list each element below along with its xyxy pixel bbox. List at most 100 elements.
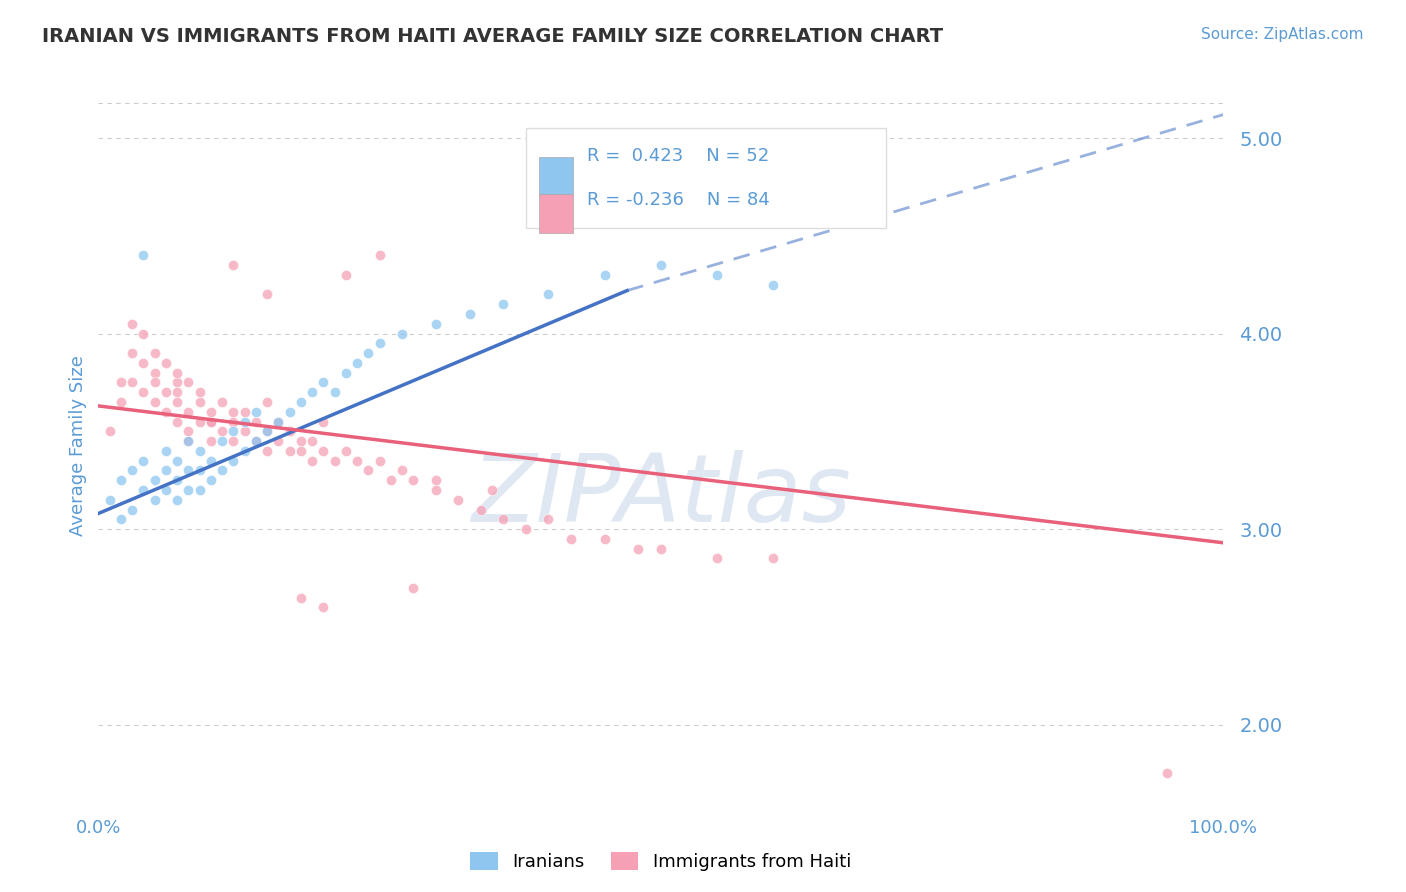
Point (481, 483, 503, 497)
Point (211, 425, 233, 439)
Point (166, 376, 188, 390)
Point (155, 385, 177, 400)
Point (211, 434, 233, 449)
Point (267, 415, 290, 429)
Point (447, 492, 470, 507)
Point (132, 326, 155, 341)
Point (312, 415, 335, 429)
Point (762, 277, 785, 292)
Point (132, 483, 155, 497)
Point (222, 415, 245, 429)
Point (211, 395, 233, 409)
Point (166, 453, 188, 467)
Point (121, 502, 143, 516)
Text: IRANIAN VS IMMIGRANTS FROM HAITI AVERAGE FAMILY SIZE CORRELATION CHART: IRANIAN VS IMMIGRANTS FROM HAITI AVERAGE… (42, 27, 943, 45)
Point (368, 336, 391, 351)
Text: R = -0.236    N = 84: R = -0.236 N = 84 (586, 192, 769, 210)
Bar (540, 157, 574, 196)
Text: R =  0.423    N = 52: R = 0.423 N = 52 (586, 147, 769, 165)
Point (155, 463, 177, 477)
Point (706, 268, 728, 282)
Point (222, 405, 245, 419)
Point (312, 443, 335, 458)
Point (143, 492, 166, 507)
Point (188, 415, 211, 429)
Point (256, 425, 278, 439)
Point (256, 425, 278, 439)
Point (155, 405, 177, 419)
Point (458, 307, 481, 321)
Point (177, 425, 200, 439)
Point (537, 287, 560, 301)
Point (155, 443, 177, 458)
Point (177, 434, 200, 449)
FancyBboxPatch shape (526, 128, 886, 228)
Point (177, 405, 200, 419)
Point (357, 463, 380, 477)
Point (245, 434, 267, 449)
Point (312, 376, 335, 390)
Point (301, 385, 323, 400)
Point (245, 415, 267, 429)
Point (323, 453, 346, 467)
Point (110, 512, 132, 526)
Point (425, 473, 447, 487)
Point (188, 483, 211, 497)
Point (593, 532, 616, 546)
Point (233, 415, 256, 429)
Point (256, 443, 278, 458)
Point (166, 473, 188, 487)
Point (391, 326, 413, 341)
Point (200, 473, 222, 487)
Point (177, 434, 200, 449)
Point (346, 356, 368, 370)
Point (211, 463, 233, 477)
Point (132, 453, 155, 467)
Point (98, 425, 121, 439)
Point (121, 376, 143, 390)
Point (335, 443, 357, 458)
Point (98, 492, 121, 507)
Point (335, 268, 357, 282)
Point (200, 405, 222, 419)
Point (245, 434, 267, 449)
Point (132, 248, 155, 262)
Point (245, 405, 267, 419)
Point (177, 376, 200, 390)
Point (537, 512, 560, 526)
Point (290, 591, 312, 605)
Point (312, 600, 335, 615)
Point (627, 541, 650, 556)
Point (492, 512, 515, 526)
Point (301, 453, 323, 467)
Point (121, 463, 143, 477)
Point (278, 405, 301, 419)
Point (155, 483, 177, 497)
Point (200, 415, 222, 429)
Point (650, 258, 672, 272)
Point (166, 385, 188, 400)
Point (121, 346, 143, 360)
Point (233, 405, 256, 419)
Point (368, 453, 391, 467)
Point (762, 551, 785, 566)
Point (143, 366, 166, 380)
Point (402, 581, 425, 595)
Point (1156, 766, 1178, 780)
Point (222, 453, 245, 467)
Point (200, 434, 222, 449)
Point (256, 395, 278, 409)
Point (323, 385, 346, 400)
Point (278, 425, 301, 439)
Point (256, 287, 278, 301)
Point (166, 366, 188, 380)
Point (368, 248, 391, 262)
Point (335, 366, 357, 380)
Point (121, 317, 143, 331)
Point (650, 541, 672, 556)
Point (267, 434, 290, 449)
Point (515, 522, 537, 536)
Point (222, 425, 245, 439)
Point (188, 395, 211, 409)
Point (267, 415, 290, 429)
